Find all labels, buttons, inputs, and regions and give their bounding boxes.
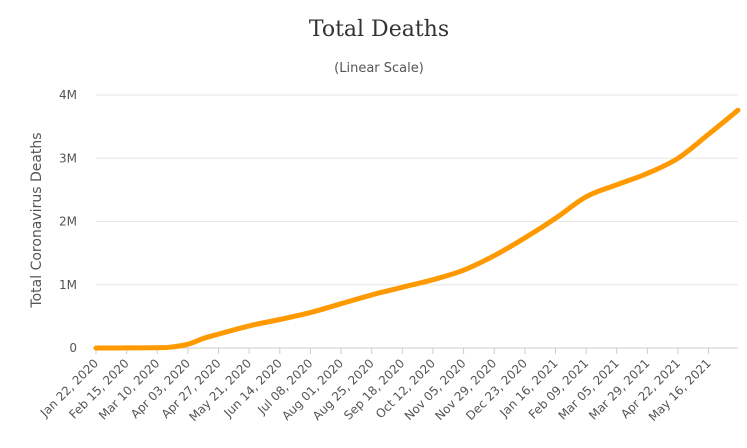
y-axis-ticks: 0 1M 2M 3M 4M (59, 88, 77, 355)
y-tick-label: 0 (69, 341, 77, 355)
y-tick-label: 3M (59, 151, 77, 165)
y-tick-label: 4M (59, 88, 77, 102)
chart-title: Total Deaths (309, 17, 449, 42)
y-axis-title: Total Coronavirus Deaths (29, 132, 45, 308)
y-tick-label: 2M (59, 215, 77, 229)
y-tick-label: 1M (59, 278, 77, 292)
series-layer (93, 107, 741, 351)
series-line-total-deaths (93, 107, 741, 351)
grid-lines (96, 94, 738, 286)
chart-subtitle: (Linear Scale) (334, 61, 424, 76)
